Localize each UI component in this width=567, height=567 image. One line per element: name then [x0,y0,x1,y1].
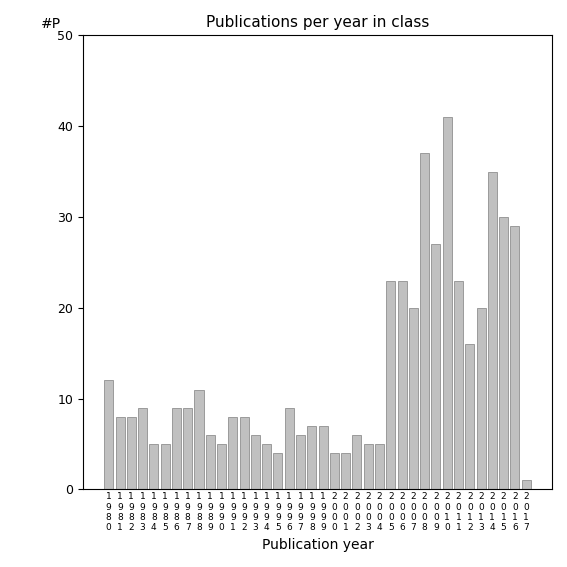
Bar [251,435,260,489]
Bar [353,435,361,489]
Bar [341,453,350,489]
Bar [499,217,508,489]
Bar [217,444,226,489]
Bar [488,172,497,489]
Bar [296,435,305,489]
Bar [330,453,339,489]
Bar [149,444,158,489]
Title: Publications per year in class: Publications per year in class [206,15,429,30]
Bar [386,281,395,489]
Bar [116,417,125,489]
Bar [319,426,328,489]
Bar [172,408,181,489]
Bar [363,444,373,489]
Bar [420,154,429,489]
Bar [307,426,316,489]
Bar [273,453,282,489]
Bar [466,344,474,489]
Bar [194,390,204,489]
Bar [206,435,215,489]
Bar [454,281,463,489]
Bar [409,308,418,489]
Bar [510,226,519,489]
Bar [375,444,384,489]
Bar [138,408,147,489]
Bar [127,417,136,489]
Bar [240,417,248,489]
Bar [476,308,485,489]
Bar [183,408,192,489]
Bar [262,444,271,489]
X-axis label: Publication year: Publication year [261,538,374,552]
Bar [104,380,113,489]
Bar [160,444,170,489]
Bar [443,117,452,489]
Bar [522,480,531,489]
Bar [397,281,407,489]
Bar [229,417,238,489]
Bar [285,408,294,489]
Text: #P: #P [41,17,61,31]
Bar [431,244,441,489]
